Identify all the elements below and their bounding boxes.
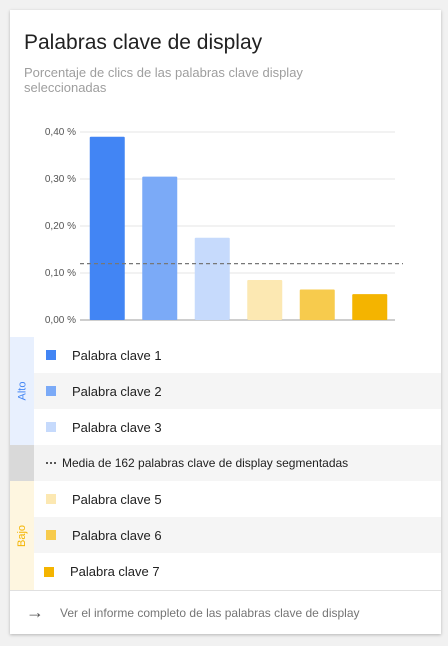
card-subtitle: Porcentaje de clics de las palabras clav… [24,65,303,95]
bar [247,280,283,320]
bar [89,136,125,320]
footer: → Ver el informe completo de las palabra… [10,590,441,634]
legend-item[interactable]: Palabra clave 7 [34,553,441,590]
legend-label: Palabra clave 3 [72,419,162,435]
y-tick-label: 0,40 % [45,127,76,138]
band-low: Bajo [10,481,34,590]
bar-chart: 0,00 % 0,10 % 0,20 % 0,30 % 0,40 % [45,127,403,325]
legend-item[interactable]: Palabra clave 1 [34,337,441,373]
legend-average-item: Media de 162 palabras clave de display s… [34,445,441,481]
band-high: Alto [10,337,34,445]
band-average [10,445,34,481]
legend-swatch [46,422,56,432]
bar [142,176,178,320]
legend-label: Palabra clave 1 [72,347,162,363]
legend-swatch [46,350,56,360]
legend-item[interactable]: Palabra clave 2 [34,373,441,409]
keyword-card: Palabras clave de display Porcentaje de … [10,10,441,634]
legend-item[interactable]: Palabra clave 6 [34,517,441,553]
legend-swatch [44,566,54,577]
bar [299,289,335,320]
bar [194,237,230,320]
band-high-label: Alto [16,381,28,401]
y-tick-label: 0,00 % [45,315,76,325]
legend-label: Palabra clave 5 [72,491,162,507]
legend-item[interactable]: Palabra clave 3 [34,409,441,445]
full-report-link[interactable]: Ver el informe completo de las palabras … [60,605,360,620]
legend-swatch [46,494,56,504]
arrow-right-icon[interactable]: → [26,602,44,622]
legend-label: Palabra clave 6 [72,527,162,543]
legend-swatch [46,530,56,540]
card-title: Palabras clave de display [24,31,263,54]
y-tick-label: 0,10 % [45,268,76,279]
bar [352,294,388,320]
legend-label: Palabra clave 2 [72,383,162,399]
legend-label: Palabra clave 7 [70,564,160,579]
y-tick-label: 0,20 % [45,221,76,232]
dashed-line-icon [46,462,56,464]
average-label: Media de 162 palabras clave de display s… [62,456,349,470]
legend-item[interactable]: Palabra clave 5 [34,481,441,517]
band-low-label: Bajo [16,524,28,547]
legend-swatch [46,386,56,396]
legend: Alto Bajo Palabra clave 1 Palabra clave … [10,337,441,590]
y-tick-label: 0,30 % [45,174,76,185]
